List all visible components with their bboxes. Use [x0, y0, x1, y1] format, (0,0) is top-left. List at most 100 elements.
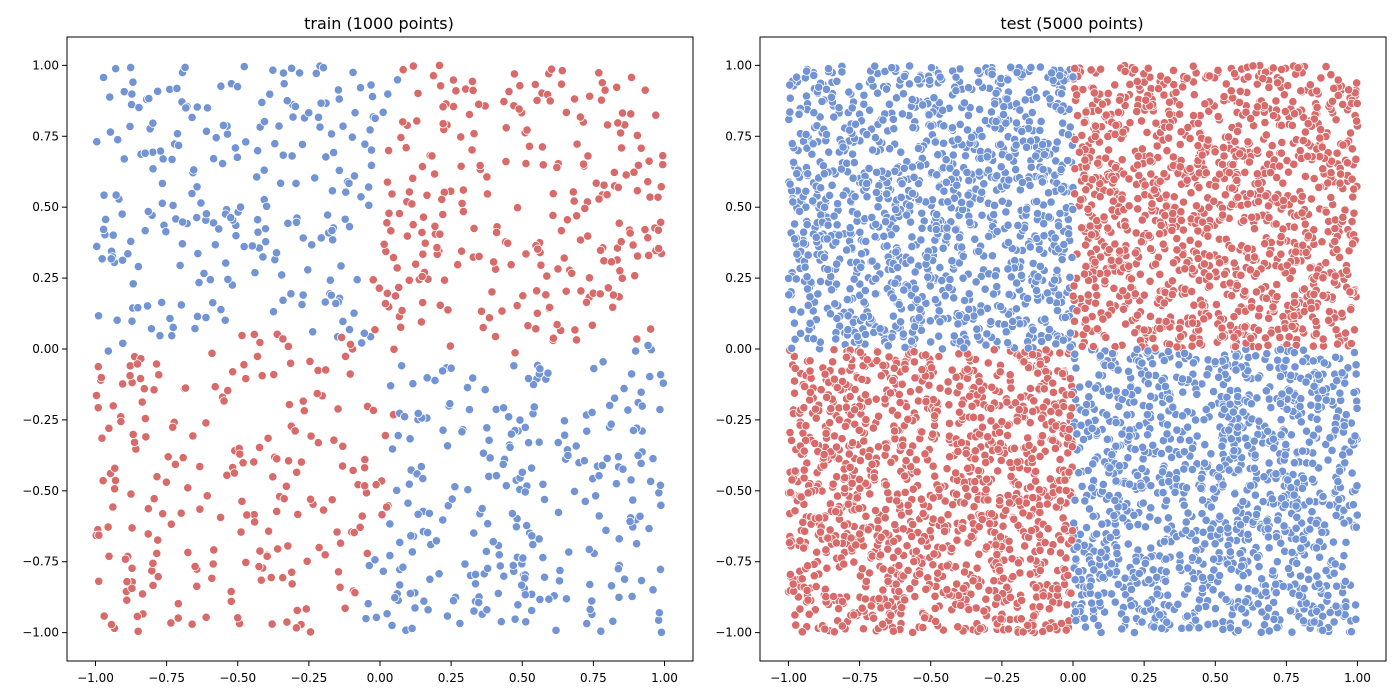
test-point [1083, 204, 1093, 214]
train-y-tick-label: 1.00 [32, 58, 59, 72]
train-point [442, 441, 453, 451]
test-point [801, 91, 812, 101]
test-point [888, 311, 898, 321]
test-point [1263, 603, 1274, 613]
train-point [633, 160, 644, 170]
train-point [469, 129, 479, 139]
test-point [983, 358, 993, 368]
train-point [176, 300, 186, 310]
test-point [1264, 626, 1274, 636]
train-point [366, 145, 377, 155]
train-point [556, 79, 567, 89]
train-point [270, 139, 280, 149]
test-point [831, 442, 842, 452]
test-point [908, 484, 918, 494]
train-point [402, 231, 412, 241]
train-point [239, 61, 249, 72]
train-point [474, 597, 484, 608]
train-point [135, 373, 146, 384]
train-point [636, 387, 646, 397]
train-point [312, 388, 322, 399]
test-point [860, 594, 871, 604]
train-point [315, 122, 325, 132]
test-point [849, 557, 859, 567]
train-point [377, 510, 387, 520]
test-point [1250, 252, 1260, 262]
test-point [1278, 195, 1289, 206]
train-point [364, 200, 374, 210]
train-point [360, 463, 370, 473]
test-point [1252, 169, 1262, 179]
train-point [207, 348, 217, 358]
test-point [1187, 443, 1198, 453]
train-point [612, 82, 622, 92]
train-point [344, 178, 354, 188]
train-point [509, 361, 519, 371]
train-point [292, 467, 302, 477]
train-point [153, 86, 163, 96]
train-point [627, 591, 637, 602]
train-point [569, 486, 580, 496]
train-point [285, 358, 296, 368]
train-point [273, 544, 283, 554]
train-point [318, 505, 329, 515]
test-point [886, 230, 896, 240]
train-point [626, 369, 637, 379]
test-point [1099, 212, 1109, 222]
test-point [803, 595, 813, 605]
train-point [526, 463, 537, 473]
train-point [122, 577, 132, 587]
train-point [456, 132, 466, 142]
test-point [1264, 249, 1275, 259]
train-point [144, 93, 154, 104]
train-point [400, 412, 410, 422]
train-point [614, 534, 624, 544]
train-point [282, 617, 292, 627]
test-point [1053, 221, 1064, 231]
test-point [1278, 178, 1288, 188]
test-point [1092, 216, 1102, 226]
test-point [1011, 140, 1021, 150]
test-point [1038, 626, 1048, 637]
train-point [626, 72, 637, 83]
test-point [1159, 169, 1169, 179]
train-point [91, 390, 102, 401]
test-point [998, 109, 1009, 120]
train-point [157, 178, 168, 189]
test-point [1253, 196, 1264, 207]
test-point [1140, 180, 1150, 190]
test-point [1158, 488, 1168, 498]
train-point [611, 479, 622, 489]
test-point [1054, 408, 1064, 418]
train-point [279, 494, 289, 504]
test-point [1329, 617, 1339, 627]
train-point [538, 160, 548, 170]
test-point [1040, 537, 1050, 548]
test-point [1253, 342, 1264, 352]
test-point [964, 604, 974, 615]
train-point [442, 611, 453, 621]
test-point [787, 343, 797, 353]
test-point [1188, 358, 1199, 368]
test-point [1001, 327, 1011, 337]
test-point [989, 345, 999, 355]
train-point [468, 373, 478, 383]
test-point [873, 88, 883, 98]
test-point [1194, 623, 1204, 633]
train-point [430, 375, 440, 386]
test-point [861, 511, 871, 521]
train-point [435, 81, 446, 91]
test-point [815, 276, 826, 287]
test-point [830, 299, 840, 309]
train-point [139, 384, 149, 394]
test-point [1065, 328, 1076, 338]
train-point [396, 132, 406, 143]
train-point [514, 104, 524, 114]
train-point [350, 108, 360, 118]
test-point [1042, 499, 1052, 509]
test-point [1349, 208, 1359, 218]
test-point [944, 452, 955, 462]
train-point [521, 617, 531, 627]
test-point [986, 416, 996, 426]
train-point [524, 438, 534, 448]
